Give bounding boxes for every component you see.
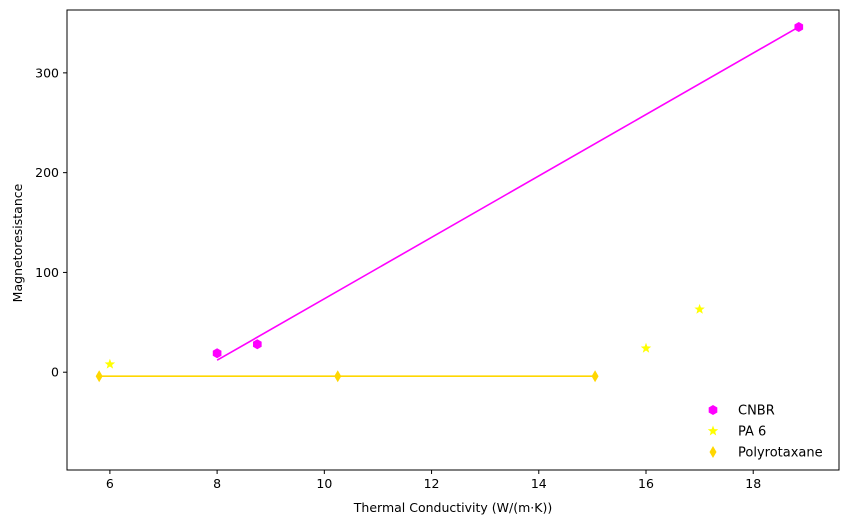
legend-polyrotaxane-label: Polyrotaxane bbox=[738, 446, 823, 461]
x-tick-label: 10 bbox=[316, 476, 332, 491]
legend-pa-6-label: PA 6 bbox=[738, 425, 766, 440]
x-tick-label: 8 bbox=[213, 476, 221, 491]
x-tick-label: 6 bbox=[106, 476, 114, 491]
x-tick-label: 16 bbox=[638, 476, 654, 491]
y-tick-label: 300 bbox=[35, 65, 59, 80]
x-tick-label: 14 bbox=[531, 476, 547, 491]
x-tick-label: 18 bbox=[745, 476, 761, 491]
x-axis-label: Thermal Conductivity (W/(m·K)) bbox=[353, 500, 552, 515]
legend-cnbr-label: CNBR bbox=[738, 404, 775, 419]
x-tick-label: 12 bbox=[424, 476, 440, 491]
y-tick-label: 100 bbox=[35, 265, 59, 280]
y-axis-label: Magnetoresistance bbox=[10, 183, 25, 302]
y-tick-label: 0 bbox=[51, 365, 59, 380]
y-tick-label: 200 bbox=[35, 165, 59, 180]
